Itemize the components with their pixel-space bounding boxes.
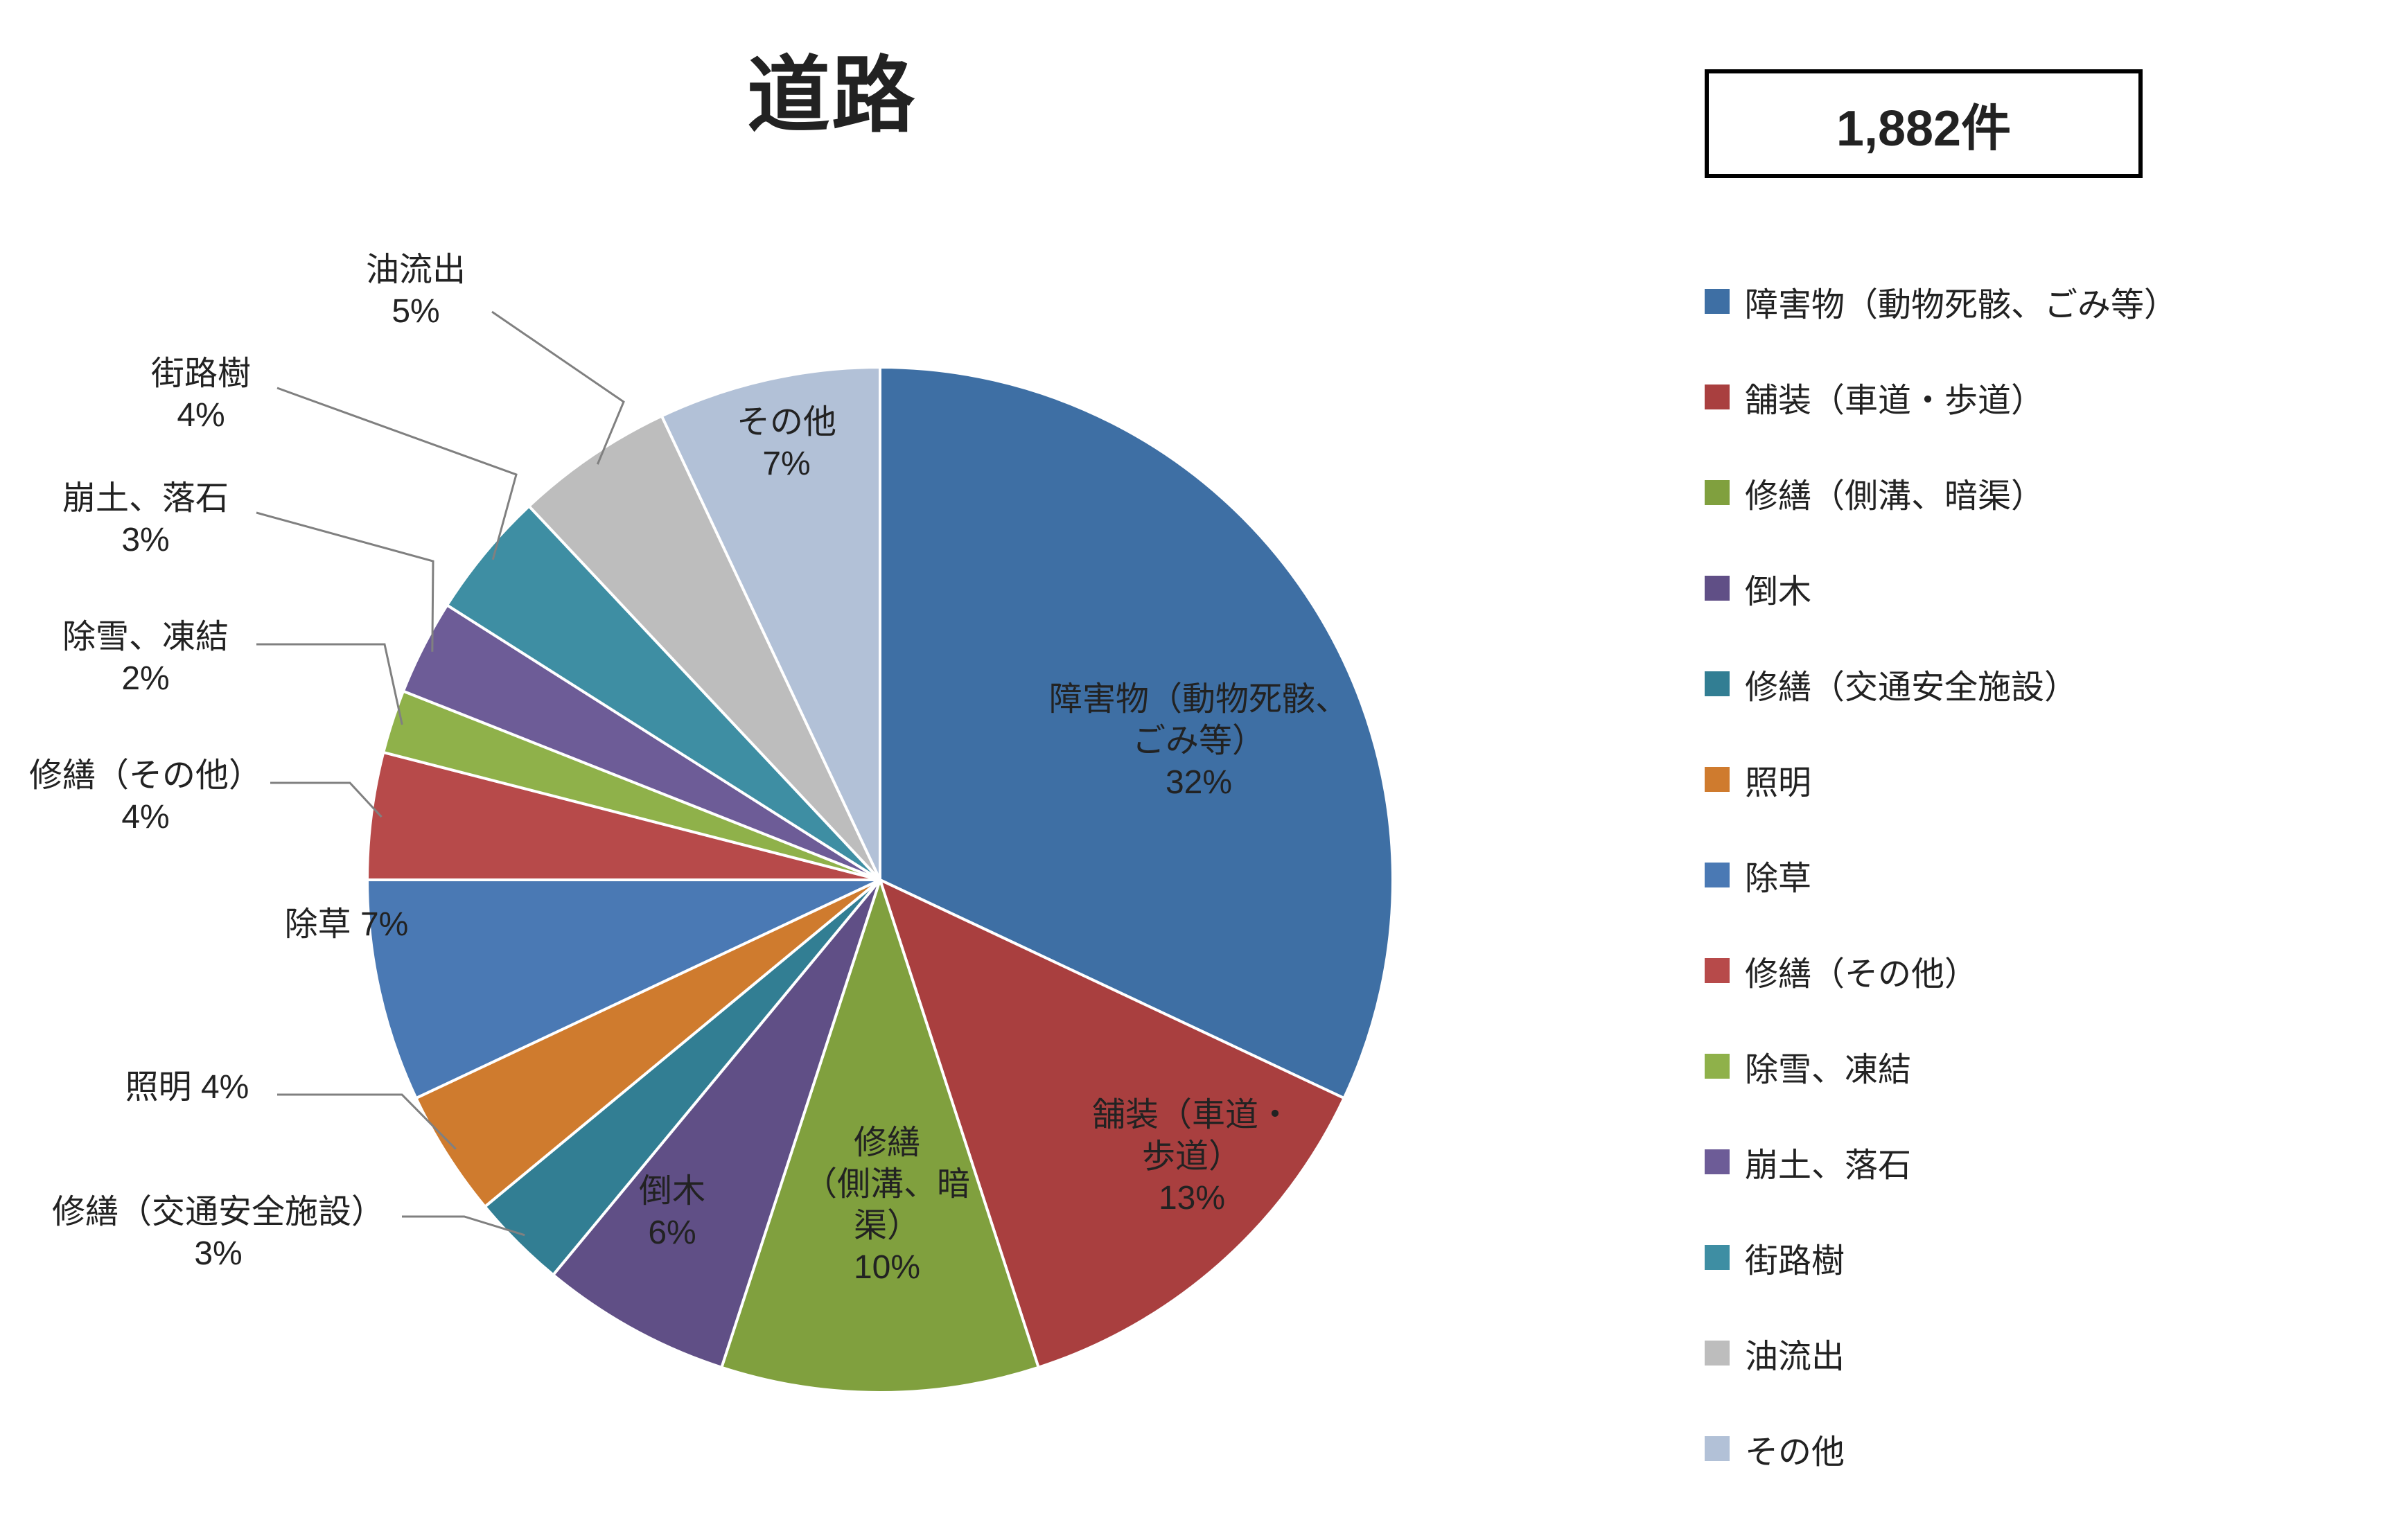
slice-label: 照明 4% — [97, 1067, 277, 1108]
leader-line — [270, 783, 382, 817]
leader-line — [256, 513, 433, 652]
slice-label: 障害物（動物死骸、ごみ等）32% — [1019, 679, 1379, 804]
slice-label: 除草 7% — [256, 904, 437, 946]
slice-label: 街路樹4% — [125, 353, 277, 436]
slice-label: 除雪、凍結2% — [42, 617, 249, 700]
slice-label: 舗装（車道・歩道）13% — [1074, 1095, 1310, 1219]
slice-label: 油流出5% — [340, 249, 492, 333]
leader-line — [492, 312, 624, 464]
leader-line — [256, 644, 402, 725]
slice-label: 崩土、落石3% — [42, 478, 249, 561]
slice-label: 倒木6% — [603, 1171, 741, 1254]
slice-label: その他7% — [710, 402, 863, 485]
slice-label: 修繕（側溝、暗渠）10% — [783, 1122, 991, 1289]
slice-label: 修繕（交通安全施設）3% — [35, 1192, 402, 1275]
leader-line — [277, 388, 516, 560]
pie-chart: 障害物（動物死骸、ごみ等）32% 舗装（車道・歩道）13% 修繕（側溝、暗渠）10%… — [0, 0, 2408, 1493]
slice-label: 修繕（その他）4% — [21, 755, 270, 838]
